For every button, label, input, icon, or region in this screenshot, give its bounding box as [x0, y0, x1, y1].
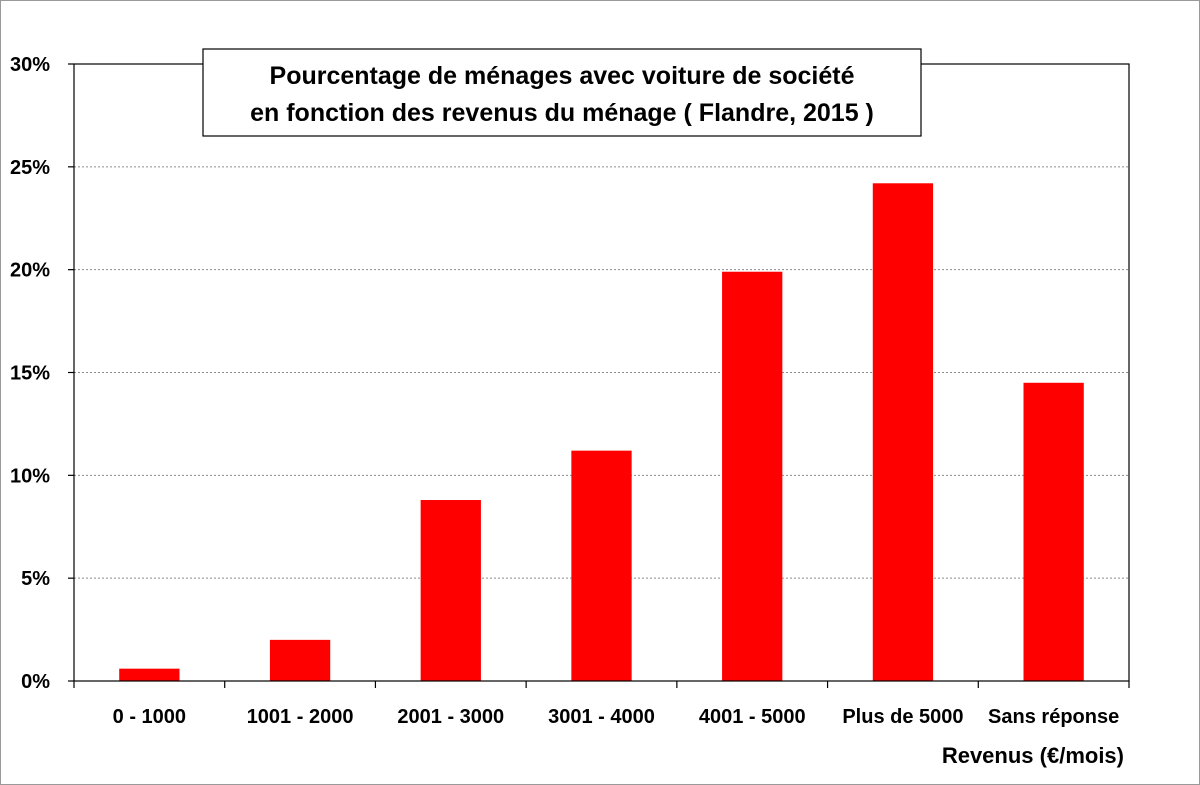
y-tick-label: 20% [10, 260, 50, 282]
chart-title-line-2: en fonction des revenus du ménage ( Flan… [250, 99, 874, 127]
x-category-label: 1001 - 2000 [247, 706, 354, 728]
bar [269, 639, 331, 681]
title-frame [202, 48, 922, 137]
bar [722, 271, 783, 681]
bar [571, 450, 632, 681]
chart-title-line-1: Pourcentage de ménages avec voiture de s… [270, 62, 855, 90]
y-tick-label: 5% [21, 568, 50, 590]
y-tick-label: 0% [21, 671, 50, 693]
y-tick-label: 15% [10, 363, 50, 385]
bar [872, 183, 934, 681]
chart-title-box: Pourcentage de ménages avec voiture de s… [202, 48, 922, 137]
bar [1023, 382, 1084, 681]
x-category-label: Sans réponse [988, 706, 1119, 728]
x-axis-title: Revenus (€/mois) [942, 743, 1124, 768]
x-category-label: Plus de 5000 [842, 706, 963, 728]
bar [119, 668, 180, 681]
x-category-label: 2001 - 3000 [397, 706, 504, 728]
x-category-label: 3001 - 4000 [548, 706, 655, 728]
x-category-label: 4001 - 5000 [699, 706, 806, 728]
bar [420, 500, 481, 681]
y-tick-label: 30% [10, 54, 50, 76]
x-category-labels: 0 - 1000 1001 - 2000 2001 - 3000 3001 - 400… [113, 706, 1120, 728]
y-tick-label: 25% [10, 157, 50, 179]
x-category-label: 0 - 1000 [113, 706, 186, 728]
bars [119, 183, 1084, 681]
y-tick-labels: 0% 5% 10% 15% 20% 25% 30% [10, 54, 50, 693]
y-tick-label: 10% [10, 465, 50, 487]
